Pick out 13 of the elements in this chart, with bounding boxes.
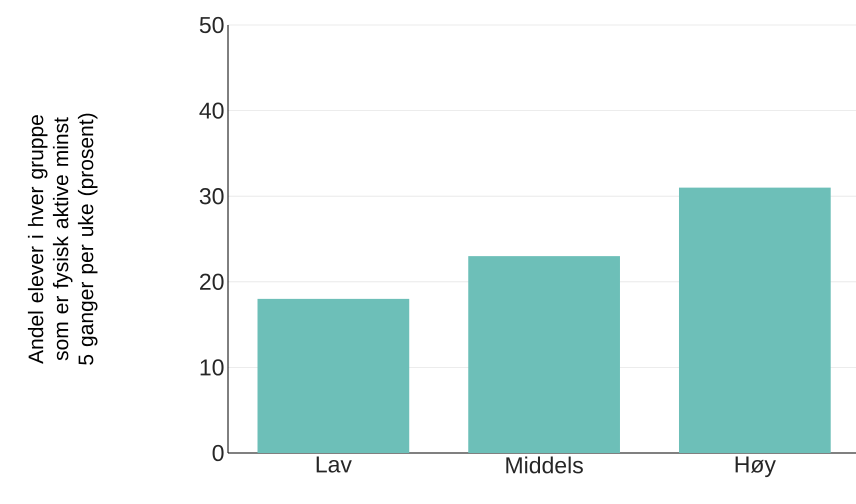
- bar: [258, 298, 410, 453]
- x-tick-label: Høy: [736, 456, 776, 478]
- x-tick-label: Lav: [316, 456, 352, 473]
- bar: [468, 256, 620, 453]
- y-tick-label: 50: [200, 16, 224, 34]
- y-axis-title: Andel elever i hver gruppe som er fysisk aktive minst 5 ganger per uke (prosent): [28, 114, 98, 365]
- y-tick-label: 0: [212, 444, 224, 462]
- y-tick-label: 40: [199, 102, 224, 119]
- x-tick-label: Middels: [506, 456, 583, 474]
- y-tick-label: 10: [200, 359, 224, 376]
- y-tick-label: 20: [200, 274, 224, 290]
- bar: [678, 188, 831, 453]
- y-tick-label: 30: [200, 188, 224, 204]
